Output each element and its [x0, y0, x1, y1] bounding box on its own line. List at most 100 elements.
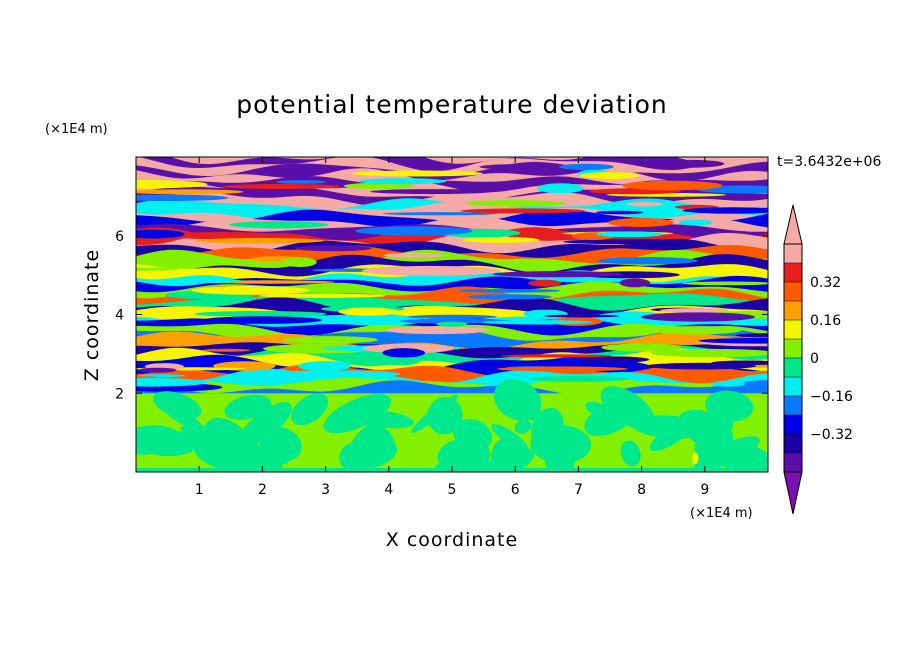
colorbar-label: 0.32	[810, 275, 841, 291]
contour-streak	[136, 229, 185, 239]
contour-streak	[465, 200, 566, 207]
contour-streak	[482, 320, 593, 325]
x-axis-ticks: 1 2 3 4 5 6 7 8 9	[195, 157, 709, 498]
lower-yellow-spot	[692, 452, 699, 465]
contour-streak	[543, 314, 620, 318]
contour-streak	[529, 376, 629, 382]
contour-streak	[601, 343, 682, 352]
contour-streak	[457, 289, 561, 293]
colorbar-label: −0.32	[810, 427, 853, 443]
contour-streak	[500, 354, 613, 358]
colorbar: 0.32 0.16 0 −0.16 −0.32	[783, 204, 853, 515]
contour-streak	[282, 336, 379, 344]
lower-patch	[620, 440, 641, 467]
contour-streak	[283, 257, 317, 267]
contour-streak	[136, 378, 208, 387]
contour-streak	[297, 361, 352, 371]
contour-streak	[399, 318, 509, 324]
y-tick-label: 2	[115, 386, 124, 402]
contour-streak	[641, 312, 755, 322]
contour-streak	[355, 226, 473, 236]
contour-streak	[651, 326, 742, 335]
colorbar-segment	[784, 415, 802, 435]
contour-streak	[711, 380, 746, 387]
x-axis-unit: (×1E4 m)	[690, 506, 753, 521]
colorbar-segment	[784, 244, 802, 264]
contour-streak	[136, 194, 229, 201]
contour-streak	[563, 239, 699, 245]
contour-streak	[358, 178, 447, 185]
contour-streak	[202, 348, 251, 352]
colorbar-segment	[784, 453, 802, 473]
contour-streak	[195, 238, 325, 244]
colorbar-label: −0.16	[810, 389, 853, 405]
contour-streak	[407, 314, 498, 319]
chart-title: potential temperature deviation	[236, 90, 667, 119]
lower-patch	[254, 451, 283, 472]
contour-streak	[276, 180, 327, 184]
contour-streak	[659, 159, 725, 168]
contour-streak	[461, 236, 540, 243]
lower-patch	[584, 400, 637, 437]
y-tick-label: 6	[115, 229, 124, 245]
x-tick-label: 8	[637, 482, 646, 498]
contour-streak	[467, 294, 552, 300]
contour-streak	[626, 201, 664, 207]
contour-streak	[295, 245, 372, 252]
y-axis-label: Z coordinate	[81, 249, 103, 381]
colorbar-segment	[784, 320, 802, 340]
contour-streak	[436, 321, 468, 327]
lower-patch	[351, 415, 390, 446]
contour-streak	[650, 348, 768, 358]
contour-streak	[191, 286, 310, 295]
contour-streak	[153, 232, 291, 240]
lower-patch	[475, 448, 535, 472]
contour-streak	[497, 366, 628, 372]
contour-streak	[596, 210, 643, 215]
contour-streak	[382, 348, 426, 358]
contour-streak	[361, 265, 501, 276]
x-tick-label: 6	[511, 482, 520, 498]
contour-streak	[201, 316, 322, 324]
contour-streak	[222, 184, 341, 189]
colorbar-segment	[784, 434, 802, 454]
contour-streak	[619, 278, 651, 288]
x-tick-label: 3	[321, 482, 330, 498]
contour-streak	[169, 278, 243, 283]
y-axis-unit: (×1E4 m)	[45, 122, 108, 137]
contour-streak	[136, 267, 180, 271]
contour-streak	[382, 212, 498, 216]
lower-patch	[146, 431, 203, 457]
lower-patch	[493, 378, 542, 421]
x-tick-label: 5	[448, 482, 457, 498]
colorbar-segment	[784, 396, 802, 416]
contour-streak	[559, 163, 614, 171]
contour-streak	[579, 356, 650, 363]
colorbar-under-arrow	[783, 471, 803, 515]
colorbar-over-arrow	[783, 204, 803, 245]
contour-streak	[711, 360, 768, 366]
colorbar-segment	[784, 301, 802, 321]
lower-patch	[514, 419, 532, 434]
x-tick-label: 4	[384, 482, 393, 498]
contour-streak	[370, 189, 493, 195]
colorbar-segment	[784, 282, 802, 302]
lower-patch	[539, 424, 584, 459]
lower-patch	[427, 397, 463, 435]
y-tick-label: 4	[115, 308, 124, 324]
contour-streak	[492, 271, 623, 278]
lower-patch	[715, 403, 735, 441]
lower-patch	[323, 393, 392, 434]
contour-streak	[698, 338, 768, 344]
colorbar-segment	[784, 358, 802, 378]
x-tick-label: 2	[258, 482, 267, 498]
contour-streak	[622, 180, 723, 191]
contour-streak	[597, 257, 698, 265]
colorbar-segment	[784, 339, 802, 359]
contour-streak	[682, 207, 768, 214]
contour-streak	[381, 357, 420, 366]
contour-streak	[595, 231, 664, 238]
contour-streak	[579, 172, 640, 179]
